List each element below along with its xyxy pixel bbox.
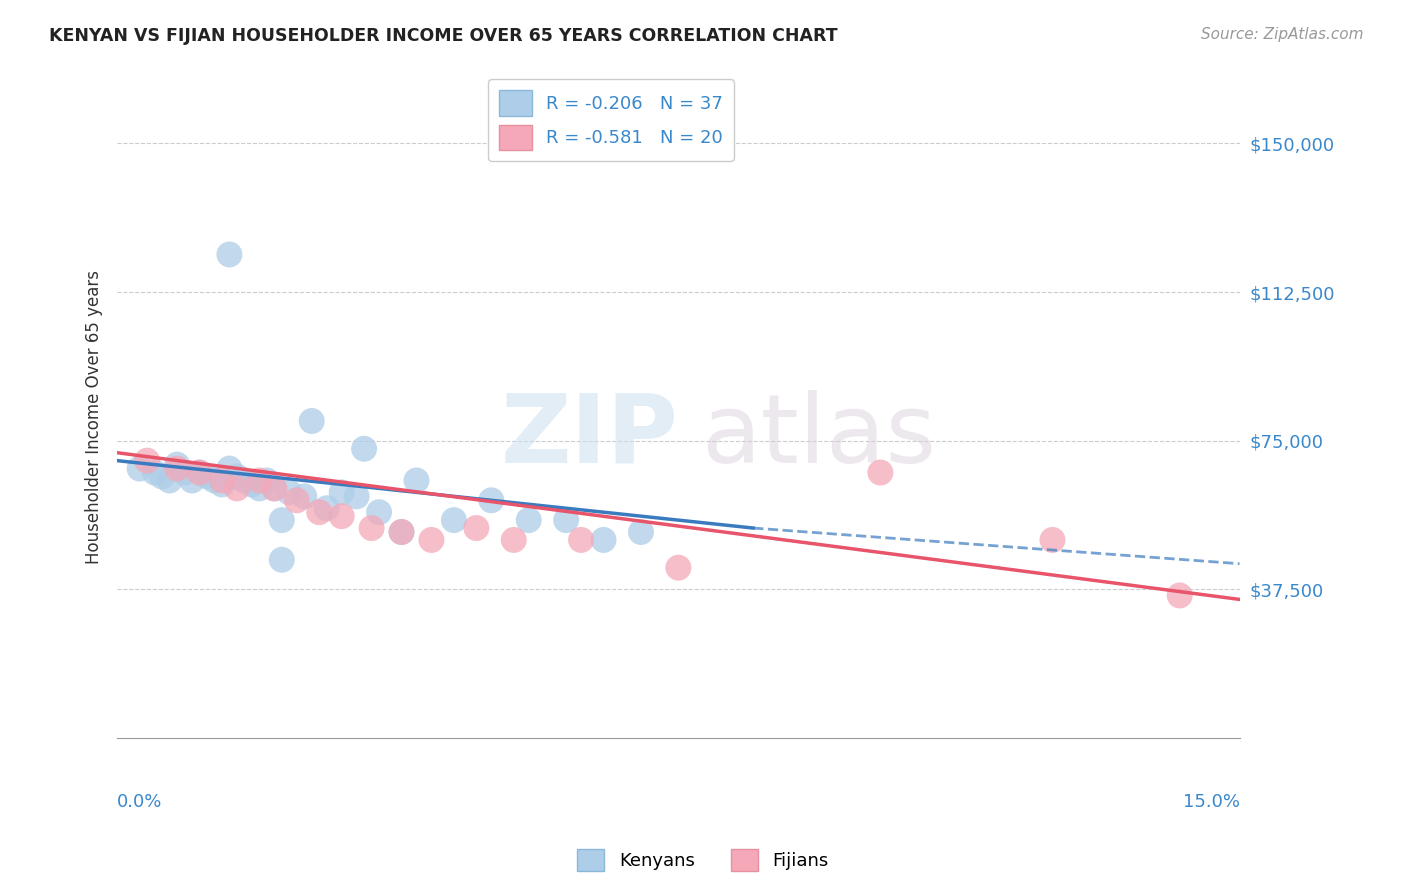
Point [247,474,270,488]
Point [569,533,592,547]
Point [555,513,578,527]
Point [308,505,330,519]
Point [1168,589,1191,603]
Point [517,513,540,527]
Legend: R = -0.206   N = 37, R = -0.581   N = 20: R = -0.206 N = 37, R = -0.581 N = 20 [488,79,734,161]
Point [346,489,368,503]
Point [150,469,173,483]
Point [479,493,502,508]
Point [592,533,614,547]
Point [211,477,233,491]
Point [128,461,150,475]
Point [869,466,891,480]
Point [166,458,188,472]
Point [256,474,278,488]
Point [368,505,391,519]
Text: Source: ZipAtlas.com: Source: ZipAtlas.com [1201,27,1364,42]
Point [195,469,218,483]
Point [270,513,292,527]
Point [330,485,353,500]
Point [292,489,315,503]
Text: atlas: atlas [700,390,936,483]
Point [285,493,308,508]
Point [278,485,301,500]
Point [405,474,427,488]
Point [465,521,488,535]
Point [263,482,285,496]
Point [136,453,159,467]
Text: 0.0%: 0.0% [117,793,163,811]
Point [315,501,337,516]
Point [330,509,353,524]
Point [233,474,256,488]
Point [263,482,285,496]
Point [443,513,465,527]
Point [1042,533,1064,547]
Y-axis label: Householder Income Over 65 years: Householder Income Over 65 years [86,270,103,564]
Point [211,474,233,488]
Point [204,474,226,488]
Point [391,524,413,539]
Point [270,553,292,567]
Point [143,466,166,480]
Point [666,560,689,574]
Text: 15.0%: 15.0% [1182,793,1240,811]
Point [181,474,204,488]
Point [630,524,652,539]
Point [166,461,188,475]
Point [301,414,323,428]
Point [218,461,240,475]
Point [360,521,382,535]
Point [240,477,263,491]
Point [173,466,195,480]
Legend: Kenyans, Fijians: Kenyans, Fijians [569,842,837,879]
Point [225,482,247,496]
Point [225,469,247,483]
Point [247,482,270,496]
Text: KENYAN VS FIJIAN HOUSEHOLDER INCOME OVER 65 YEARS CORRELATION CHART: KENYAN VS FIJIAN HOUSEHOLDER INCOME OVER… [49,27,838,45]
Point [188,466,211,480]
Point [391,524,413,539]
Point [502,533,524,547]
Point [218,247,240,261]
Point [188,466,211,480]
Point [420,533,443,547]
Point [353,442,375,456]
Point [159,474,181,488]
Text: ZIP: ZIP [501,390,678,483]
